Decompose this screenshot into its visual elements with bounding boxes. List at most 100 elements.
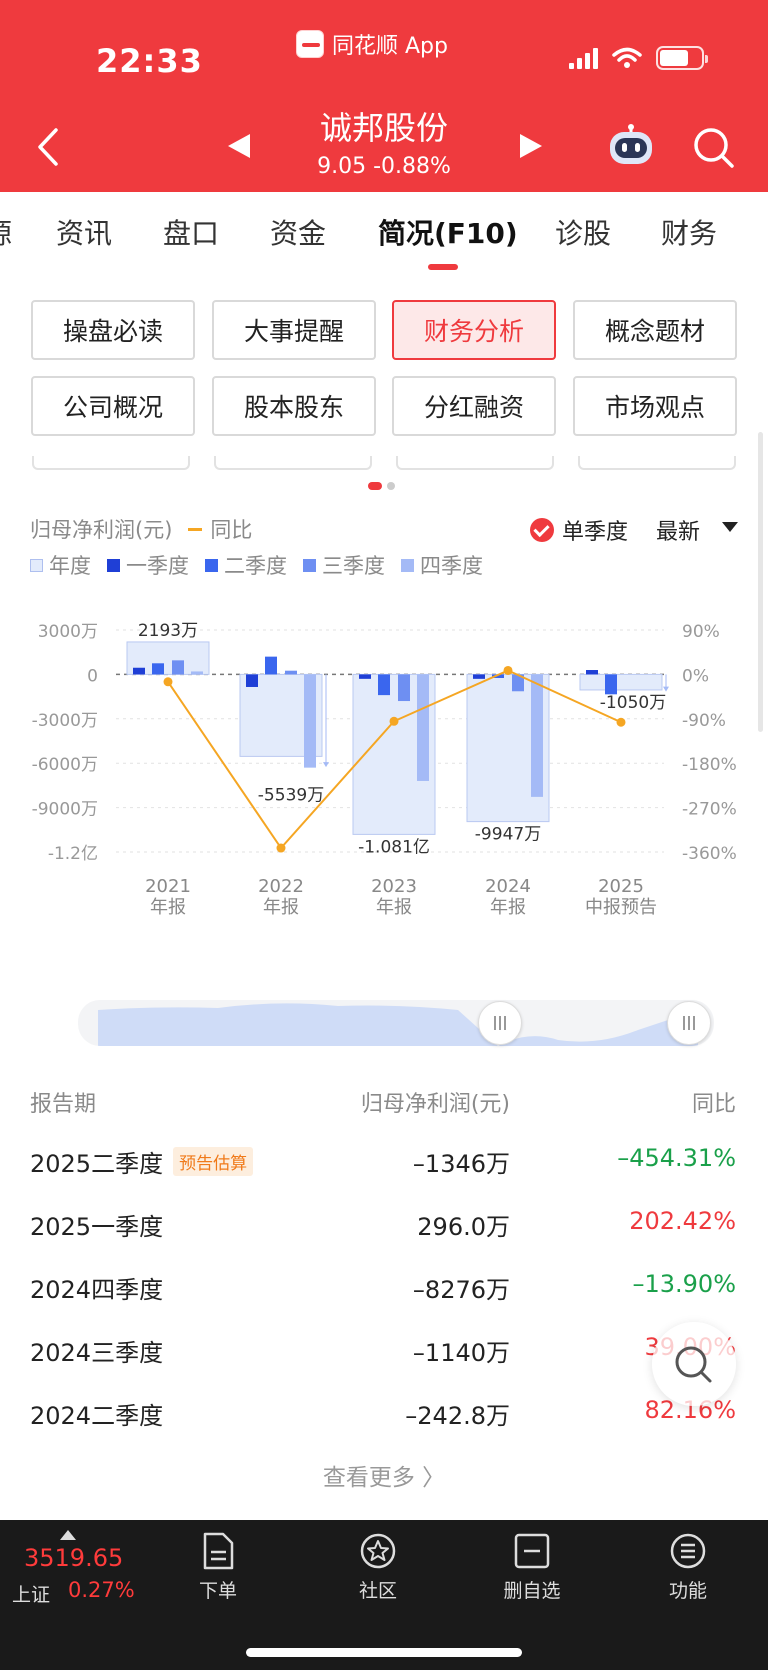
- robot-assistant-icon[interactable]: [606, 124, 656, 168]
- legend-swatch: [303, 558, 316, 572]
- btn-dividends[interactable]: 分红融资: [392, 376, 556, 436]
- yoy-point: [503, 665, 513, 675]
- latest-dropdown[interactable]: 最新: [656, 520, 701, 545]
- tab-f10[interactable]: 简况(F10): [378, 217, 518, 250]
- single-quarter-toggle[interactable]: 单季度: [530, 514, 628, 546]
- y-left-tick: 0: [87, 666, 98, 686]
- floating-search-button[interactable]: [652, 1322, 736, 1406]
- estimate-tag: 预告估算: [173, 1147, 254, 1176]
- net-profit-chart[interactable]: 3000万 0 -3000万 -6000万 -9000万 -1.2亿 90% 0% -90% -1…: [0, 600, 768, 980]
- quarter-bar: [133, 667, 145, 675]
- table-row[interactable]: 2025一季度 296.0万 202.42%: [0, 1193, 768, 1255]
- btn-concepts[interactable]: 概念题材: [573, 300, 737, 360]
- nav-community[interactable]: 社区: [318, 1532, 438, 1603]
- view-more-link[interactable]: 查看更多 〉: [322, 1465, 446, 1491]
- table-row[interactable]: 2025二季度 预告估算 –1346万 –454.31%: [0, 1130, 768, 1192]
- tab-0[interactable]: 源: [0, 212, 12, 252]
- yoy-point: [163, 677, 173, 687]
- btn-company-profile[interactable]: 公司概况: [31, 376, 195, 436]
- y-right-tick: -90%: [682, 711, 726, 731]
- tab-diagnosis[interactable]: 诊股: [555, 217, 612, 250]
- yoy-legend: 同比: [188, 514, 252, 544]
- quarter-bar: [304, 674, 316, 768]
- btn-trading-guide[interactable]: 操盘必读: [31, 300, 195, 360]
- range-handle-left[interactable]: [478, 1001, 522, 1045]
- nav-community-label: 社区: [358, 1580, 397, 1602]
- x-tick-year: 2022: [258, 876, 304, 897]
- cell-value: –1346万: [412, 1150, 510, 1178]
- table-row[interactable]: 2024四季度 –8276万 –13.90%: [0, 1256, 768, 1318]
- legend-label: 二季度: [224, 554, 287, 578]
- y-left-tick: -6000万: [32, 755, 98, 775]
- btn-financial-analysis[interactable]: 财务分析: [392, 300, 556, 360]
- btn-shareholders[interactable]: 股本股东: [212, 376, 376, 436]
- tab-funds[interactable]: 资金: [270, 217, 327, 250]
- active-tab-indicator: [428, 264, 458, 270]
- quarter-bar: [398, 674, 410, 702]
- header-period: 报告期: [30, 1092, 97, 1117]
- next-stock-button[interactable]: [520, 134, 542, 158]
- nav-order[interactable]: 下单: [158, 1532, 278, 1603]
- app-indicator[interactable]: 同花顺 App: [296, 28, 448, 60]
- x-tick-year: 2023: [371, 876, 417, 897]
- search-icon[interactable]: [692, 126, 736, 170]
- cell-signal-icon: [569, 47, 598, 69]
- page-dot: [387, 482, 395, 490]
- legend-label: 四季度: [420, 554, 483, 578]
- y-right-tick: -360%: [682, 844, 737, 864]
- tab-finance[interactable]: 财务: [661, 217, 718, 250]
- y-right-tick: -180%: [682, 755, 737, 775]
- yoy-line-swatch: [188, 527, 203, 531]
- period-text: 2024二季度: [30, 1402, 164, 1430]
- y-left-tick: -3000万: [32, 711, 98, 731]
- nav-functions-label: 功能: [668, 1580, 707, 1602]
- tab-order-book[interactable]: 盘口: [163, 217, 220, 250]
- y-right-tick: -270%: [682, 800, 737, 820]
- annual-value-label: -1.081亿: [358, 837, 430, 857]
- btn-events[interactable]: 大事提醒: [212, 300, 376, 360]
- legend-q2: 二季度: [205, 550, 287, 580]
- table-row[interactable]: 2024二季度 –242.8万 82.16%: [0, 1382, 768, 1444]
- back-arrow-icon[interactable]: [30, 124, 66, 170]
- cell-value: –1140万: [412, 1339, 510, 1367]
- tab-news[interactable]: 资讯: [56, 217, 113, 250]
- btn-market-views[interactable]: 市场观点: [573, 376, 737, 436]
- quarter-bar: [605, 674, 617, 695]
- quarter-bar: [531, 674, 543, 797]
- header-yoy: 同比: [691, 1092, 736, 1117]
- status-time: 22:33: [96, 42, 203, 80]
- x-tick-type: 年报: [263, 897, 299, 918]
- nav-order-label: 下单: [198, 1580, 237, 1602]
- community-icon: [360, 1533, 396, 1569]
- annual-bar: [579, 673, 663, 691]
- home-indicator[interactable]: [246, 1648, 522, 1657]
- y-left-tick: 3000万: [38, 622, 98, 642]
- nav-functions[interactable]: 功能: [628, 1532, 748, 1603]
- quarter-bar: [246, 674, 258, 687]
- quarter-bar: [285, 670, 297, 675]
- x-tick-type: 中报预告: [585, 897, 657, 918]
- x-tick-type: 年报: [376, 897, 412, 918]
- chart-legend: 年度 一季度 二季度 三季度 四季度: [30, 550, 483, 580]
- caret-down-icon[interactable]: [722, 522, 738, 532]
- quarter-bar: [191, 671, 203, 675]
- app-header: 22:33 同花顺 App 诚邦股份 9.05 -0.88%: [0, 0, 768, 192]
- page-dot-active: [368, 482, 382, 490]
- nav-remove-watchlist[interactable]: 删自选: [472, 1532, 592, 1603]
- next-row-peek: [396, 456, 554, 470]
- prev-stock-button[interactable]: [228, 134, 250, 158]
- index-value[interactable]: 3519.65: [24, 1544, 124, 1572]
- chart-metric-label: 归母净利润(元): [30, 518, 173, 542]
- legend-q4: 四季度: [401, 550, 483, 580]
- scrollbar[interactable]: [758, 432, 763, 732]
- x-tick-year: 2021: [145, 876, 191, 897]
- x-tick-type: 年报: [490, 897, 526, 918]
- range-slider[interactable]: [78, 1000, 714, 1046]
- range-overview: [98, 1003, 698, 1046]
- quarter-bar: [473, 674, 485, 679]
- range-handle-right[interactable]: [667, 1001, 711, 1045]
- cell-period: 2024四季度: [30, 1270, 163, 1305]
- stock-title: 诚邦股份 9.05 -0.88%: [0, 108, 768, 182]
- bottom-bar: 3519.65 上证 0.27% 下单 社区 删自选 功能: [0, 1520, 768, 1670]
- checkbox-checked-icon: [530, 518, 554, 542]
